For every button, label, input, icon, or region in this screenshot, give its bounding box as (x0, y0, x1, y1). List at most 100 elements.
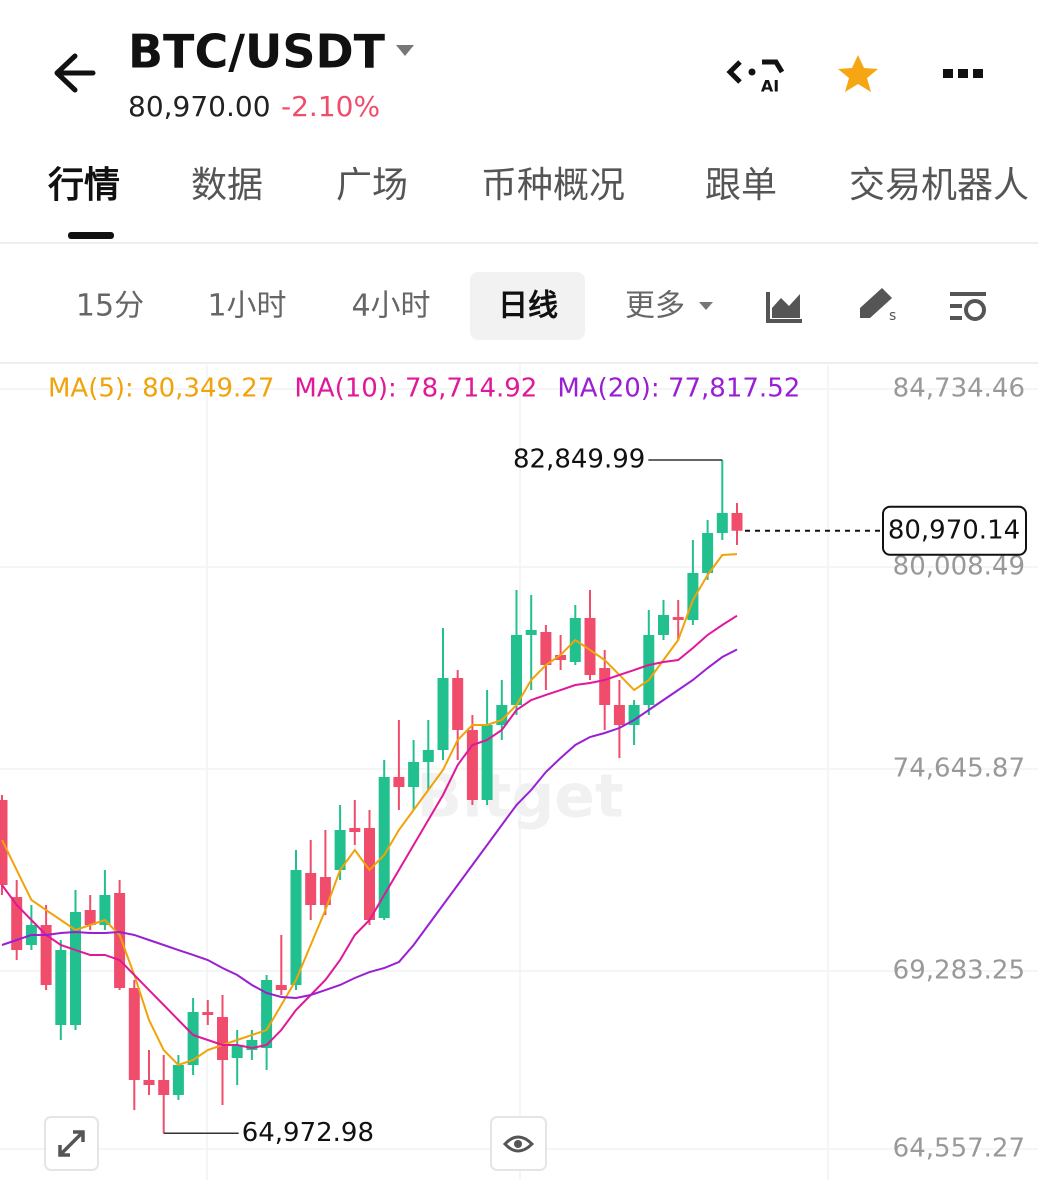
candle-body (555, 654, 567, 660)
tab-indicator (68, 232, 114, 239)
tab[interactable]: 币种概况 (481, 165, 625, 206)
settings-button[interactable] (950, 292, 986, 321)
candle-body (84, 910, 96, 926)
candle-body (452, 677, 464, 731)
candle-body (716, 512, 728, 533)
candle-body (290, 870, 302, 986)
candle-body (261, 979, 273, 1049)
candle-body (55, 950, 67, 1026)
candle-body (275, 985, 287, 991)
candle-body (687, 572, 699, 620)
candle-body (128, 988, 140, 1080)
candle-body (40, 925, 52, 986)
y-tick-label: 74,645.87 (893, 753, 1025, 783)
ai-button[interactable]: AI (726, 59, 785, 96)
last-price-label: 80,970.14 (888, 515, 1020, 545)
watermark: Bitget (416, 762, 623, 832)
candle-body (511, 634, 522, 706)
candle-body (628, 705, 640, 726)
y-tick-label: 69,283.25 (893, 955, 1025, 985)
candle-body (246, 1039, 258, 1051)
candle-body (672, 617, 684, 620)
y-tick-label: 64,557.27 (893, 1133, 1025, 1163)
back-button[interactable] (54, 53, 96, 93)
pair-dropdown[interactable] (396, 45, 414, 56)
candle-body (99, 894, 111, 926)
candle-body (496, 705, 508, 726)
candle-body (702, 532, 714, 573)
visibility-button[interactable] (490, 1116, 547, 1171)
candle-body (187, 1012, 199, 1066)
legend-entry: MA(20): 77,817.52 (557, 374, 800, 404)
y-tick-label: 80,008.49 (893, 551, 1025, 581)
interval[interactable]: 15分 (76, 289, 144, 324)
candle-body (584, 617, 596, 675)
candle-body (114, 892, 126, 989)
tab[interactable]: 行情 (48, 165, 120, 206)
tab[interactable]: 数据 (191, 165, 263, 206)
fullscreen-button[interactable] (44, 1116, 99, 1171)
more-menu[interactable] (943, 69, 983, 78)
candle-body (305, 872, 317, 906)
candle-body (349, 828, 361, 833)
svg-text:s: s (889, 308, 896, 324)
candle-body (466, 730, 478, 800)
candle-body (525, 630, 537, 635)
candle-body (408, 761, 420, 788)
interval[interactable]: 更多 (625, 289, 685, 324)
ai-label: AI (761, 77, 779, 96)
ma-line (1, 553, 738, 1067)
interval[interactable]: 4小时 (351, 289, 430, 324)
candle-body (437, 677, 449, 751)
candle-body (231, 1045, 243, 1059)
more-dropdown[interactable] (699, 302, 713, 310)
tab-bar: 行情 数据 广场 币种概况 跟单 交易机器人 (48, 165, 1029, 206)
price-change: -2.10% (281, 90, 380, 123)
legend-entry: MA(10): 78,714.92 (294, 374, 537, 404)
chart-type-button[interactable] (766, 292, 802, 323)
interval[interactable]: 日线 (498, 289, 558, 324)
legend-entry: MA(5): 80,349.27 (48, 374, 274, 404)
tab[interactable]: 交易机器人 (849, 165, 1029, 206)
candle-body (599, 668, 611, 706)
candle-body (217, 1017, 228, 1060)
ma-line (1, 614, 738, 1050)
candle-body (422, 750, 434, 762)
grid: 84,734.46 80,008.49 74,645.87 69,283.25 64,5… (0, 373, 1038, 1163)
ma-line (1, 648, 738, 1000)
candle-body (731, 512, 743, 531)
pair-title[interactable]: BTC/USDT (128, 25, 386, 79)
candle-body (334, 830, 346, 871)
tab[interactable]: 跟单 (705, 165, 777, 206)
candle-body (378, 777, 390, 919)
y-tick-label: 84,734.46 (893, 373, 1025, 403)
interval-bar: 15分 1小时 4小时 日线 更多 (76, 289, 685, 324)
interval-selected-bg (470, 272, 585, 340)
last-price: 80,970.00 (128, 90, 271, 123)
annotation-label: 64,972.98 (242, 1118, 374, 1148)
vertical-grid (206, 365, 829, 1180)
interval[interactable]: 1小时 (207, 289, 286, 324)
candle-body (172, 1065, 184, 1095)
overlay: 82,849.99 64,972.98 80,970.14 (163, 444, 1027, 1148)
plot (0, 459, 743, 1134)
candle-body (540, 632, 552, 666)
candle-body (70, 912, 81, 1026)
candle-body (393, 777, 405, 788)
candle-body (11, 897, 23, 951)
draw-button[interactable]: s (860, 288, 896, 324)
candle-body (481, 725, 493, 800)
last-price-box (882, 505, 1027, 556)
candle-body (658, 614, 669, 635)
candle-body (613, 705, 625, 726)
candle-body (364, 828, 375, 920)
candle-body (158, 1079, 170, 1095)
annotation-label: 82,849.99 (513, 444, 645, 474)
candle-body (202, 1012, 214, 1015)
candle-body (143, 1079, 155, 1086)
legend: MA(5): 80,349.27 MA(10): 78,714.92 MA(20):… (48, 374, 800, 404)
candle-body (319, 877, 331, 906)
favorite-star[interactable] (838, 55, 878, 92)
tab[interactable]: 广场 (336, 165, 408, 206)
